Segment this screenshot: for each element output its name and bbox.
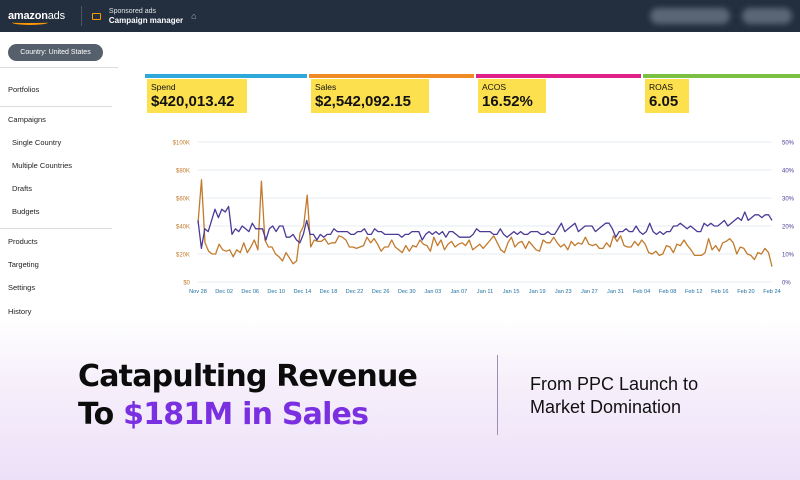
subheadline-line-2: Market Domination (530, 397, 682, 417)
sidebar-item-settings[interactable]: Settings (8, 283, 36, 292)
headline-prefix: To (78, 397, 124, 432)
banner-divider (497, 355, 498, 435)
metric-color-bar (643, 74, 800, 78)
y-left-tick-label: $100K (173, 141, 190, 147)
metric-label: ROAS (649, 82, 674, 92)
banner-headline: Catapulting Revenue To $181M in Sales (78, 358, 418, 434)
amazon-ads-logo[interactable]: amazonads (8, 10, 65, 22)
briefcase-icon (91, 12, 101, 20)
x-tick-label: Dec 14 (293, 289, 311, 295)
top-nav-bar: amazonads Sponsored ads Campaign manager… (0, 0, 800, 32)
sidebar-item-campaigns[interactable]: Campaigns (8, 115, 46, 124)
x-tick-label: Dec 26 (372, 289, 390, 295)
x-tick-label: Jan 15 (503, 289, 520, 295)
account-menu-blurred[interactable] (650, 8, 730, 24)
x-tick-label: Jan 23 (555, 289, 572, 295)
x-tick-label: Dec 02 (215, 289, 233, 295)
metric-value: 16.52% (482, 93, 533, 110)
headline-line-2: To $181M in Sales (78, 396, 417, 434)
x-tick-label: Dec 18 (320, 289, 338, 295)
y-right-tick-label: 20% (782, 225, 795, 231)
x-tick-label: Jan 07 (451, 289, 468, 295)
x-tick-label: Feb 20 (737, 289, 754, 295)
banner-subheadline: From PPC Launch to Market Domination (530, 373, 698, 419)
header-divider (80, 6, 82, 26)
x-tick-label: Jan 03 (424, 289, 441, 295)
sidebar-item-portfolios[interactable]: Portfolios (8, 85, 40, 94)
product-big-label: Campaign manager (108, 16, 184, 25)
sidebar-top-divider (0, 67, 118, 68)
x-tick-label: Feb 12 (685, 289, 702, 295)
sidebar-item-history[interactable]: History (8, 307, 32, 316)
y-left-tick-label: $0 (183, 281, 190, 287)
x-tick-label: Dec 10 (267, 289, 285, 295)
x-tick-label: Dec 06 (241, 289, 259, 295)
headline-accent: $181M in Sales (123, 397, 369, 432)
metric-label: Sales (315, 82, 337, 92)
y-right-tick-label: 50% (782, 141, 795, 147)
x-tick-label: Dec 30 (398, 289, 416, 295)
metric-label: ACOS (482, 82, 507, 92)
metric-color-bar (145, 74, 307, 78)
x-tick-label: Dec 22 (346, 289, 364, 295)
x-tick-label: Jan 27 (581, 289, 598, 295)
promo-banner (0, 318, 800, 480)
y-left-tick-label: $60K (176, 197, 190, 203)
sidebar-item-targeting[interactable]: Targeting (8, 260, 39, 269)
x-tick-label: Feb 24 (763, 289, 780, 295)
metric-value: $420,013.42 (151, 93, 235, 110)
acos-series-line (197, 205, 773, 250)
y-right-tick-label: 0% (782, 281, 791, 287)
subheadline-line-1: From PPC Launch to (530, 374, 699, 394)
y-right-tick-label: 40% (782, 169, 795, 175)
country-selector-button[interactable]: Country: United States (8, 44, 103, 61)
y-left-tick-label: $20K (176, 253, 190, 259)
user-menu-blurred[interactable] (742, 8, 792, 24)
sales-series-line (197, 179, 773, 267)
sidebar-item-products[interactable]: Products (8, 237, 38, 246)
metric-value: $2,542,092.15 (315, 93, 411, 110)
x-tick-label: Nov 28 (189, 289, 207, 295)
y-right-tick-label: 30% (782, 197, 795, 203)
metric-color-bar (476, 74, 641, 78)
x-tick-label: Jan 19 (529, 289, 546, 295)
metric-label: Spend (151, 82, 176, 92)
y-left-tick-label: $80K (176, 169, 190, 175)
logo-ads-text: ads (47, 10, 65, 22)
home-icon[interactable]: ⌂ (191, 11, 197, 21)
logo-main-text: amazon (8, 10, 48, 22)
campaign-manager-link[interactable]: Sponsored ads Campaign manager ⌂ (91, 7, 197, 25)
sidebar-divider (0, 106, 112, 107)
y-right-tick-label: 10% (782, 253, 795, 259)
headline-line-1: Catapulting Revenue (78, 359, 418, 394)
sidebar-item-multiple-countries[interactable]: Multiple Countries (12, 161, 73, 170)
metric-value: 6.05 (649, 93, 679, 110)
x-tick-label: Feb 16 (711, 289, 728, 295)
product-small-label: Sponsored ads (108, 8, 156, 15)
metric-color-bar (309, 74, 474, 78)
sidebar-item-drafts[interactable]: Drafts (12, 184, 33, 193)
x-tick-label: Jan 31 (607, 289, 624, 295)
x-tick-label: Feb 04 (633, 289, 650, 295)
y-left-tick-label: $40K (176, 225, 190, 231)
performance-line-chart[interactable]: $0 $20K $40K $60K $80K $100K 0% 10% 20% 30% 40% 50%… (160, 132, 800, 302)
x-tick-label: Feb 08 (659, 289, 676, 295)
sidebar-divider (0, 228, 112, 229)
sidebar-item-single-country[interactable]: Single Country (12, 138, 62, 147)
logo-smile-icon (12, 20, 48, 25)
sidebar-item-budgets[interactable]: Budgets (12, 207, 40, 216)
x-tick-label: Jan 11 (477, 289, 493, 295)
